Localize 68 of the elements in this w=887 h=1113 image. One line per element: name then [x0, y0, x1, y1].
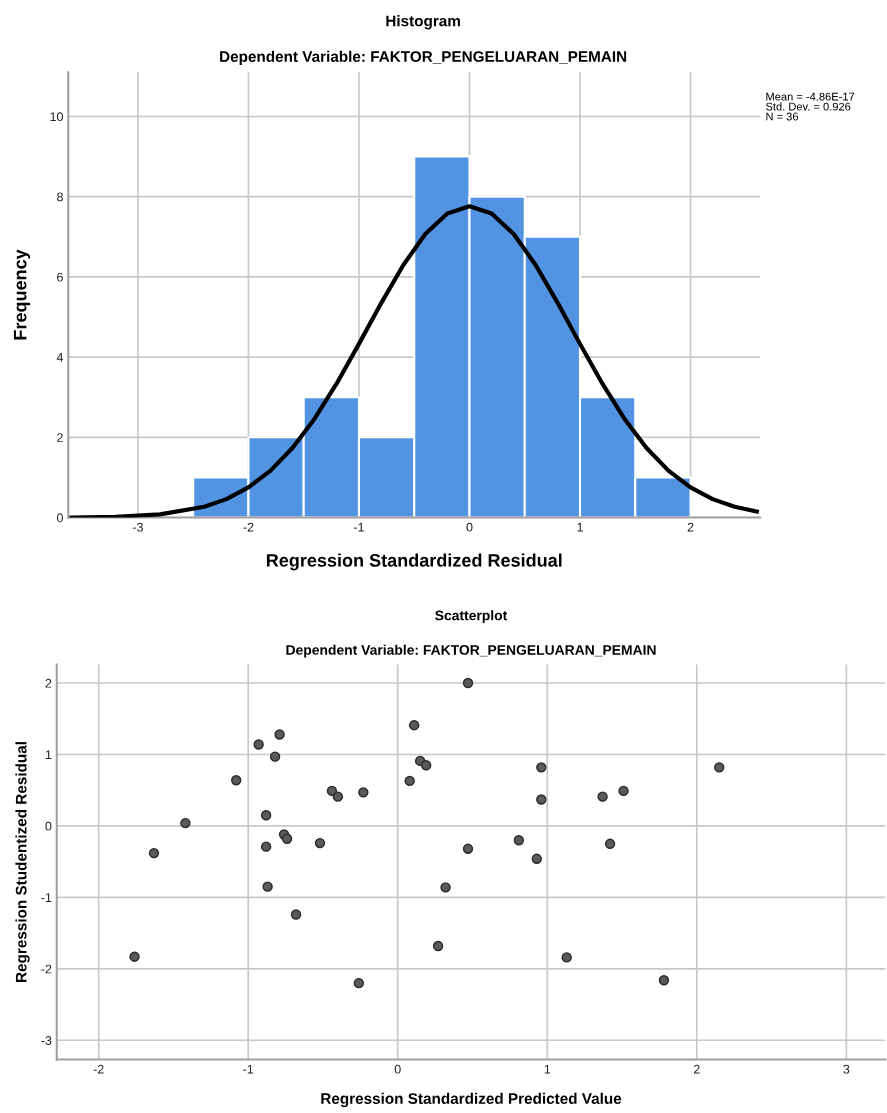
x-tick-label: -2 [93, 1064, 104, 1074]
x-tick-label: -2 [243, 522, 254, 532]
chart-subtitle: Dependent Variable: FAKTOR_PENGELUARAN_PEMAIN [220, 50, 627, 65]
point [332, 791, 344, 802]
y-axis-title: Regression Studentized Residual [15, 742, 30, 982]
point [536, 762, 547, 773]
point [561, 952, 572, 963]
point [513, 835, 525, 846]
y-tick-label: 2 [57, 433, 63, 442]
x-tick-label: 0 [394, 1064, 401, 1074]
x-tick-label: -1 [353, 522, 364, 532]
y-tick-label: -2 [41, 964, 52, 974]
point [618, 785, 629, 797]
x-tick-label: -3 [132, 522, 143, 532]
point [462, 677, 474, 689]
y-tick-label: -1 [41, 893, 52, 902]
point [604, 838, 616, 849]
point [262, 881, 273, 892]
point [260, 810, 272, 821]
y-tick-label: 0 [56, 513, 63, 523]
point [597, 791, 608, 802]
y-tick-label: 0 [45, 821, 52, 831]
point [129, 951, 140, 962]
point [353, 977, 365, 989]
point [658, 975, 670, 986]
point [260, 841, 272, 852]
y-tick-label: 1 [45, 750, 52, 760]
text: N = 36 [766, 112, 799, 121]
x-tick-label: -1 [243, 1064, 254, 1074]
point [180, 817, 191, 829]
point [536, 794, 547, 805]
point [440, 882, 451, 893]
point [420, 760, 432, 771]
point [231, 775, 242, 786]
y-tick-label: 6 [57, 272, 63, 282]
x-tick-label: 2 [693, 1064, 700, 1074]
x-tick-label: 1 [577, 522, 583, 532]
point [290, 909, 302, 920]
text: Std. Dev. = 0.926 [765, 102, 851, 111]
point [432, 940, 444, 952]
x-tick-label: 3 [843, 1064, 850, 1074]
x-axis-title: Regression Standardized Predicted Value [321, 1092, 622, 1108]
point [253, 739, 264, 750]
chart-subtitle: Dependent Variable: FAKTOR_PENGELUARAN_PEMAIN [286, 644, 656, 658]
point [404, 775, 415, 787]
chart-title: Histogram [386, 15, 460, 30]
y-tick-label: 4 [56, 353, 64, 362]
y-axis-title: Frequency [13, 249, 31, 340]
point [462, 843, 474, 854]
point [358, 787, 369, 798]
point [314, 837, 326, 849]
x-tick-label: 0 [466, 522, 473, 532]
y-tick-label: 2 [45, 678, 52, 688]
x-tick-label: 2 [687, 522, 694, 532]
point [148, 847, 160, 859]
point [281, 833, 293, 844]
point [274, 729, 285, 740]
point [531, 853, 542, 864]
chart-title: Scatterplot [435, 610, 508, 624]
y-tick-label: -3 [41, 1036, 52, 1045]
y-tick-label: 8 [57, 192, 63, 202]
x-axis-title: Regression Standardized Residual [266, 553, 562, 571]
text: Mean = -4.86E-17 [766, 92, 855, 101]
point [269, 751, 281, 762]
y-tick-label: 10 [50, 112, 63, 122]
x-tick-label: 1 [544, 1064, 551, 1074]
point [408, 719, 420, 731]
point [714, 762, 725, 773]
